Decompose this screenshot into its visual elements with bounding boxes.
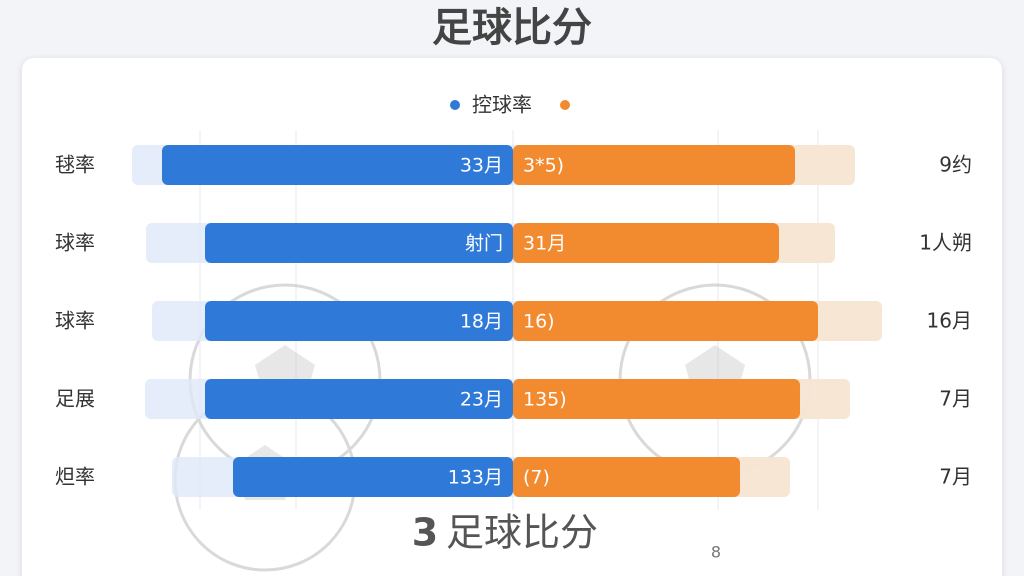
row-label: 球率: [55, 231, 95, 255]
left-value: 133月: [448, 467, 503, 489]
right-value: 31月: [523, 233, 566, 255]
row-label: 毬率: [55, 153, 95, 177]
left-value: 33月: [460, 155, 503, 177]
bar-left: [233, 457, 513, 497]
side-value: 9约: [939, 153, 972, 177]
title: 足球比分: [432, 5, 592, 51]
legend-dot: [450, 100, 460, 110]
side-value: 1人朔: [919, 231, 972, 255]
bar-left: [162, 145, 513, 185]
bar-left: [205, 301, 513, 341]
bar-right: [513, 301, 818, 341]
side-value: 7月: [939, 465, 972, 489]
bar-right: [513, 145, 795, 185]
row-label: 足展: [55, 387, 95, 411]
left-value: 18月: [460, 311, 503, 333]
legend-label: 控球率: [472, 93, 532, 117]
bar-right: [513, 457, 740, 497]
footer-mark: 3: [412, 511, 438, 555]
row-label: 球率: [55, 309, 95, 333]
bar-right: [513, 223, 779, 263]
right-value: 3*5): [523, 155, 564, 177]
legend-dot: [560, 100, 570, 110]
side-value: 16月: [927, 309, 972, 333]
left-value: 射门: [465, 233, 503, 255]
footer-title: 足球比分: [446, 511, 598, 555]
side-value: 7月: [939, 387, 972, 411]
right-value: (7): [523, 467, 550, 489]
bar-right: [513, 379, 800, 419]
left-value: 23月: [460, 389, 503, 411]
bar-left: [205, 223, 513, 263]
bar-left: [205, 379, 513, 419]
right-value: 16): [523, 311, 555, 333]
row-label: 炟率: [55, 465, 95, 489]
footer-note: 8: [711, 543, 721, 562]
right-value: 135): [523, 389, 567, 411]
